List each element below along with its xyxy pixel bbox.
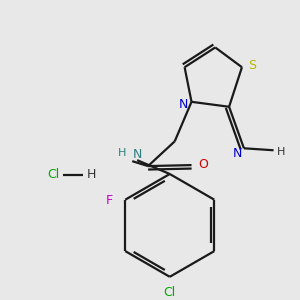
Text: N: N xyxy=(232,147,242,160)
Text: H: H xyxy=(118,148,126,158)
Text: Cl: Cl xyxy=(164,286,176,299)
Text: H: H xyxy=(87,169,96,182)
Text: F: F xyxy=(106,194,113,207)
Text: Cl: Cl xyxy=(47,169,59,182)
Text: H: H xyxy=(277,147,286,157)
Text: S: S xyxy=(248,59,256,72)
Text: N: N xyxy=(133,148,142,161)
Text: N: N xyxy=(179,98,188,111)
Text: O: O xyxy=(198,158,208,171)
